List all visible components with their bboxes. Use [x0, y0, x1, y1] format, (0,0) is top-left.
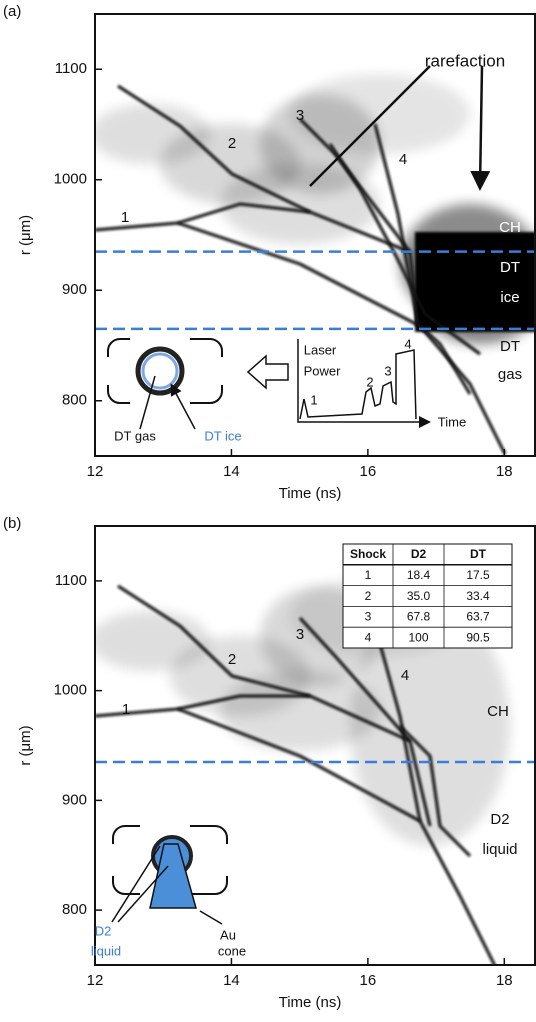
- table-cell: 100: [408, 630, 428, 644]
- shock-front: [117, 584, 432, 827]
- shock-front: [95, 221, 507, 455]
- target-bracket: [112, 825, 228, 895]
- shock-front: [177, 694, 310, 711]
- annotation: gas: [498, 366, 522, 383]
- pulse-shape: [299, 349, 417, 420]
- annotation: 2: [228, 651, 236, 668]
- annotation: Laser: [304, 342, 337, 357]
- y-tick-label: 900: [62, 791, 87, 808]
- table-cell: 2: [365, 589, 372, 603]
- table-cell: 90.5: [466, 630, 490, 644]
- x-tick-label: 14: [223, 463, 240, 480]
- y-tick-label: 1000: [54, 171, 87, 188]
- y-tick-label: 800: [62, 392, 87, 409]
- annotation: 3: [296, 107, 304, 124]
- annotation: 1: [310, 392, 317, 407]
- y-axis-label: r (μm): [17, 725, 34, 765]
- annotation: 1: [122, 701, 130, 718]
- annotation: DT ice: [204, 428, 241, 443]
- target-bracket: [107, 338, 223, 404]
- x-tick-label: 14: [223, 972, 240, 989]
- annotation: Au: [220, 927, 236, 942]
- pointer: [139, 376, 196, 430]
- table-header: D2: [411, 547, 427, 561]
- annotation: CH: [499, 219, 521, 236]
- table-cell: 67.8: [407, 610, 431, 624]
- table-cell: 18.4: [407, 568, 431, 582]
- panel-label: (a): [3, 3, 21, 20]
- flow-arrow: [246, 354, 289, 390]
- y-tick-label: 1000: [54, 682, 87, 699]
- shock-front: [117, 84, 420, 325]
- plot-frame: [94, 13, 536, 457]
- y-tick-label: 800: [62, 901, 87, 918]
- annotation: D2: [490, 811, 509, 828]
- y-axis-label: r (μm): [17, 215, 34, 255]
- annotation: CH: [487, 703, 509, 720]
- annotation: 1: [121, 209, 129, 226]
- annotation: Power: [304, 363, 342, 378]
- annotation: 3: [296, 626, 304, 643]
- annotation: 2: [228, 135, 236, 152]
- y-tick-label: 1100: [55, 572, 87, 589]
- pulse-axes: [297, 339, 431, 428]
- annotation: DT gas: [114, 428, 156, 443]
- shock-front: [95, 707, 497, 965]
- dense-region: [415, 232, 535, 332]
- pointer: [111, 845, 223, 925]
- table-cell: 17.5: [466, 568, 490, 582]
- x-tick-label: 12: [87, 972, 104, 989]
- x-axis-label: Time (ns): [279, 485, 342, 502]
- x-axis-label: Time (ns): [279, 994, 342, 1011]
- shock-front: [398, 724, 472, 858]
- streak-shade: [290, 74, 470, 154]
- annotation-arrow: [309, 65, 482, 186]
- table-cell: 1: [365, 568, 372, 582]
- annotation: DT: [500, 259, 520, 276]
- table-cell: 35.0: [407, 589, 431, 603]
- x-tick-label: 16: [360, 463, 377, 480]
- plot-frame: [94, 525, 536, 966]
- table-header: Shock: [350, 547, 386, 561]
- annotation: 2: [366, 374, 373, 389]
- x-tick-label: 18: [496, 972, 513, 989]
- annotation: Time: [438, 414, 466, 429]
- streak-shade: [220, 671, 380, 751]
- annotation: liquid: [91, 943, 121, 958]
- x-tick-label: 12: [87, 463, 104, 480]
- y-tick-label: 1100: [55, 60, 87, 77]
- table-bg: [342, 543, 513, 649]
- annotation: 3: [384, 363, 391, 378]
- table-header: DT: [470, 547, 487, 561]
- annotation: 4: [404, 336, 411, 351]
- y-tick-label: 900: [62, 281, 87, 298]
- shock-front: [298, 616, 412, 742]
- annotation: DT: [500, 338, 520, 355]
- annotation: 4: [401, 667, 409, 684]
- annotation: cone: [218, 943, 246, 958]
- shock-front: [373, 123, 472, 395]
- annotation: ice: [500, 289, 519, 306]
- annotation: liquid: [482, 841, 517, 858]
- annotation: D2: [95, 923, 112, 938]
- x-tick-label: 18: [496, 463, 513, 480]
- ice-layer: [141, 352, 179, 390]
- x-tick-label: 16: [360, 972, 377, 989]
- table-cell: 4: [365, 630, 372, 644]
- shock-front: [373, 625, 422, 822]
- annotation: rarefaction: [425, 51, 505, 70]
- table-cell: 33.4: [466, 589, 490, 603]
- annotation: 4: [399, 151, 407, 168]
- streak-shade: [350, 606, 510, 846]
- table-cell: 63.7: [466, 610, 490, 624]
- shock-front: [177, 202, 311, 225]
- table-cell: 3: [365, 610, 372, 624]
- streak-image: [95, 74, 535, 455]
- au-cone: [149, 843, 197, 909]
- panel-label: (b): [3, 515, 21, 532]
- shock-front: [328, 143, 481, 356]
